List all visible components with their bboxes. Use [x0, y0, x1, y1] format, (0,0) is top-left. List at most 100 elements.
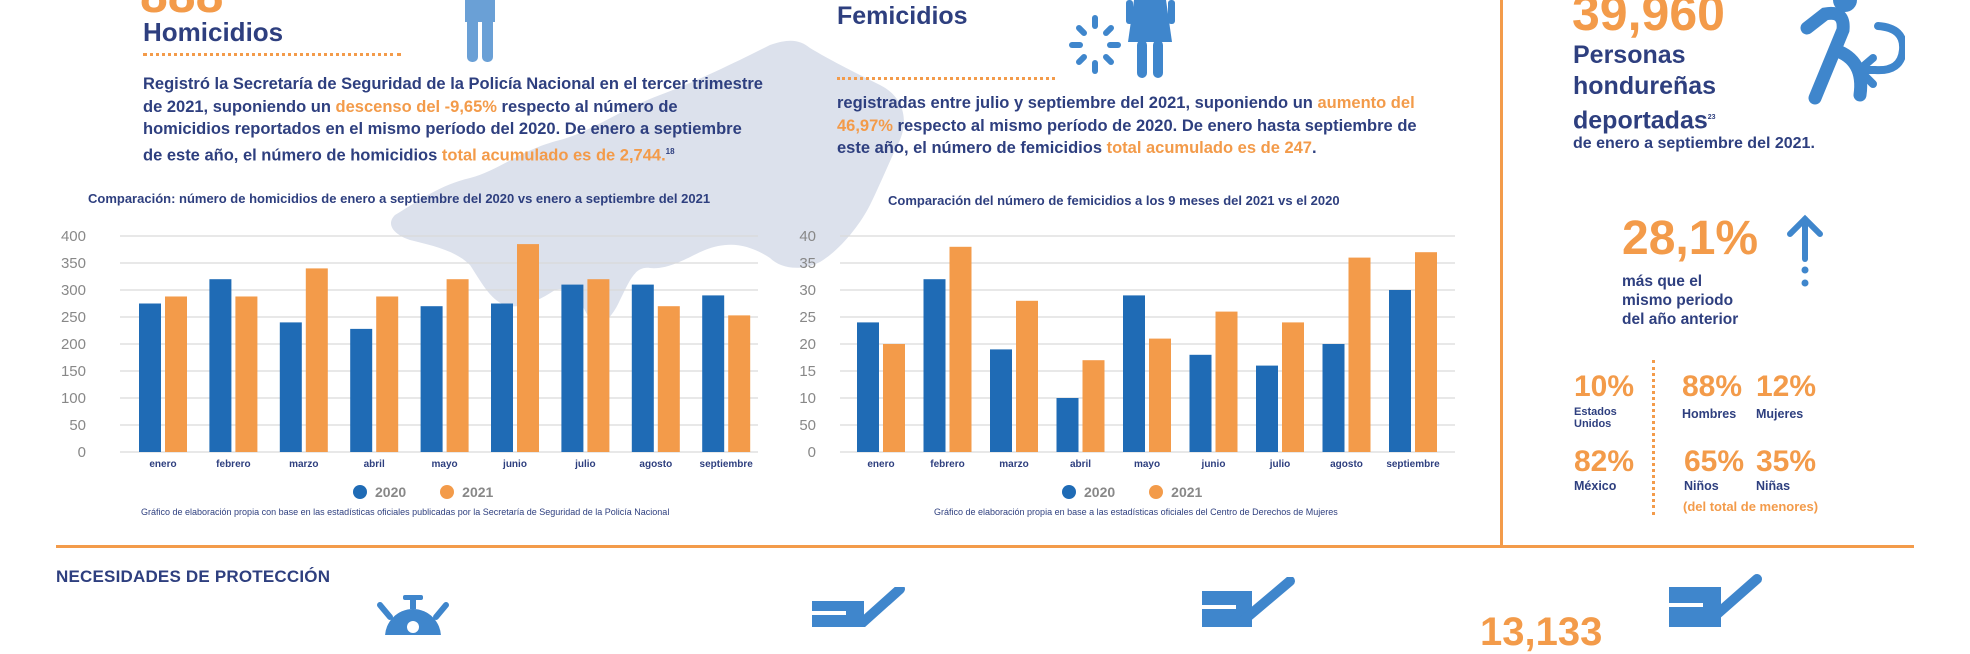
stat-mexico: 82% México: [1574, 447, 1634, 493]
stat-ninas: 35% Niñas: [1756, 447, 1816, 493]
homicides-text-1: Registró la Secretaría de Seguridad de l…: [143, 75, 763, 116]
y-tick-label: 100: [61, 390, 86, 407]
bar-2020-julio: [1256, 365, 1278, 452]
stat-mexico-label: México: [1574, 479, 1617, 493]
y-tick-label: 40: [799, 228, 816, 245]
x-category-label: agosto: [1330, 459, 1363, 470]
x-category-label: abril: [364, 459, 385, 470]
femicides-title: Femicidios: [837, 2, 968, 30]
femicides-paragraph: registradas entre julio y septiembre del…: [837, 92, 1417, 160]
x-category-label: enero: [149, 459, 176, 470]
section-divider-horizontal: [56, 545, 1914, 548]
bar-2020-abril: [1056, 398, 1079, 452]
deported-title-line-1: Personas: [1573, 41, 1686, 69]
legend-item-2020: 2020: [353, 484, 406, 500]
y-tick-label: 50: [799, 417, 816, 434]
homicides-text-2: respecto al número de homicidios reporta…: [143, 97, 742, 165]
stat-ninas-label: Niñas: [1756, 479, 1791, 493]
bar-2020-marzo: [990, 349, 1012, 452]
x-category-label: septiembre: [1386, 459, 1440, 470]
femicides-chart: 40 35 30 25 20 15 10 50 0 enero febrero marzo abril m…: [799, 228, 1455, 470]
femicides-text-1: registradas entre julio y septiembre del…: [837, 94, 1318, 112]
homicides-title: Homicidios: [143, 17, 284, 47]
stat-hombres-pct: 88%: [1682, 370, 1743, 403]
bar-2020-junio: [1189, 354, 1212, 452]
bar-2021-enero: [883, 344, 905, 452]
bar-2020-agosto: [1322, 344, 1345, 452]
bar-2020-julio: [561, 284, 584, 452]
deported-big-number: 39,960: [1572, 0, 1725, 41]
stat-hombres: 88% Hombres: [1682, 372, 1742, 421]
homicides-highlight-decrease: descenso del -9,65%: [335, 97, 497, 116]
bar-2021-agosto: [1348, 257, 1371, 452]
homicides-chart-legend: 2020 2021: [353, 484, 493, 500]
homicides-chart-source: Gráfico de elaboración propia con base e…: [141, 507, 670, 517]
stat-eeuu: 10% Estados Unidos: [1574, 370, 1635, 431]
legend-label-2020: 2020: [1084, 484, 1116, 500]
stat-ninas-pct: 35%: [1756, 445, 1817, 478]
x-category-label: julio: [1269, 459, 1291, 470]
protection-partial-number: 13,133: [1480, 610, 1603, 654]
bar-2021-febrero: [235, 296, 258, 452]
bar-2021-abril: [1082, 360, 1105, 452]
bar-2021-mayo: [1149, 338, 1171, 452]
increase-line-3: del año anterior: [1622, 311, 1739, 328]
stat-mexico-pct: 82%: [1574, 445, 1635, 478]
form-edit-icon: [1202, 577, 1295, 627]
y-tick-label: 250: [61, 309, 86, 326]
y-tick-label: 150: [61, 363, 86, 380]
bar-2021-enero: [165, 296, 187, 452]
increase-line-1: más que el: [1622, 273, 1703, 290]
woman-violence-icon: [1069, 0, 1175, 78]
x-category-label: febrero: [930, 459, 964, 470]
deported-title: Personas hondureñas deportadas23: [1573, 40, 1716, 136]
bar-2021-junio: [517, 244, 539, 452]
homicides-footnote: 18: [665, 146, 675, 156]
deported-title-line-2: hondureñas: [1573, 72, 1717, 100]
bar-2020-marzo: [279, 322, 302, 452]
bar-2021-marzo: [305, 268, 328, 452]
bar-2021-julio: [1282, 322, 1304, 452]
bar-2021-agosto: [657, 306, 680, 452]
x-category-label: febrero: [216, 459, 250, 470]
homicides-highlight-total: total acumulado es de 2,744.: [441, 146, 666, 164]
bar-2021-abril: [376, 296, 399, 452]
stat-ninos-label: Niños: [1684, 479, 1719, 493]
legend-label-2020: 2020: [375, 484, 407, 500]
y-tick-label: 35: [799, 255, 816, 272]
bar-2020-febrero: [209, 279, 232, 452]
stat-mujeres: 12% Mujeres: [1756, 372, 1816, 421]
y-tick-label: 400: [61, 228, 86, 245]
y-tick-label: 10: [799, 390, 816, 407]
y-tick-label: 50: [69, 417, 86, 434]
x-category-label: junio: [502, 459, 527, 470]
y-tick-label: 0: [78, 444, 86, 461]
bar-2021-febrero: [949, 246, 972, 452]
femicides-chart-legend: 2020 2021: [1062, 484, 1202, 500]
bar-2020-abril: [350, 328, 373, 452]
x-category-label: mayo: [1134, 459, 1160, 470]
legend-dot-2020: [353, 485, 367, 499]
x-category-label: julio: [574, 459, 596, 470]
arrow-up-icon: [1787, 214, 1823, 287]
legend-dot-2021: [440, 485, 455, 499]
x-category-label: agosto: [639, 459, 672, 470]
stats-dotted-divider: [1652, 360, 1655, 515]
section-divider-vertical: [1500, 0, 1503, 546]
bar-2020-septiembre: [1389, 290, 1411, 452]
deported-person-icon: [1800, 0, 1905, 105]
bar-2020-enero: [857, 322, 879, 452]
bar-2021-septiembre: [1415, 252, 1437, 452]
legend-dot-2021: [1149, 485, 1164, 499]
deported-increase-text: más que el mismo periodo del año anterio…: [1622, 272, 1738, 329]
homicides-big-number: 888: [140, 0, 223, 20]
man-figure-icon: [465, 0, 495, 62]
deported-subtitle: de enero a septiembre del 2021.: [1573, 135, 1815, 152]
stat-ninos-pct: 65%: [1684, 445, 1745, 478]
legend-label-2021: 2021: [462, 484, 494, 500]
bar-2020-agosto: [631, 284, 654, 452]
femicides-highlight-increase: aumento del 46,97%: [837, 94, 1415, 135]
stat-eeuu-label-1: Estados: [1574, 406, 1617, 418]
bar-2021-mayo: [446, 279, 469, 452]
stat-eeuu-pct: 10%: [1574, 370, 1635, 403]
